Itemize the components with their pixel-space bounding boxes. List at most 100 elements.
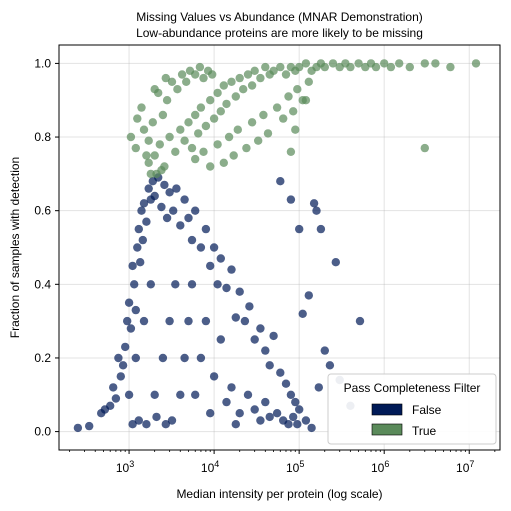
scatter-point-true bbox=[184, 118, 193, 127]
scatter-point-true bbox=[304, 77, 313, 87]
scatter-point-false bbox=[131, 353, 140, 363]
scatter-point-true bbox=[219, 81, 228, 90]
scatter-point-true bbox=[328, 59, 338, 68]
scatter-point-true bbox=[213, 140, 222, 149]
scatter-point-false bbox=[216, 254, 225, 263]
x-tick-label: 103 bbox=[116, 459, 134, 475]
scatter-point-false bbox=[142, 420, 151, 429]
scatter-point-false bbox=[291, 397, 300, 407]
legend-swatch-false bbox=[371, 403, 403, 416]
scatter-point-false bbox=[281, 379, 291, 388]
scatter-point-true bbox=[235, 73, 244, 83]
scatter-point-true bbox=[320, 62, 329, 72]
scatter-point-false bbox=[139, 199, 149, 208]
scatter-point-false bbox=[261, 397, 270, 407]
scatter-point-true bbox=[371, 62, 381, 72]
scatter-point-false bbox=[150, 390, 159, 399]
scatter-point-false bbox=[196, 243, 206, 252]
scatter-point-false bbox=[250, 405, 259, 414]
scatter-point-true bbox=[208, 70, 217, 79]
scatter-point-false bbox=[180, 353, 189, 363]
scatter-point-true bbox=[137, 103, 146, 112]
scatter-point-true bbox=[191, 154, 200, 164]
scatter-point-true bbox=[150, 85, 159, 94]
scatter-point-false bbox=[209, 243, 219, 252]
scatter-point-false bbox=[157, 202, 166, 212]
scatter-point-true bbox=[286, 147, 296, 156]
scatter-point-true bbox=[219, 158, 228, 167]
plot-frame bbox=[58, 44, 501, 451]
scatter-point-true bbox=[206, 162, 215, 171]
y-tick-label: 0.8 bbox=[34, 130, 51, 144]
scatter-point-false bbox=[355, 316, 365, 326]
scatter-point-false bbox=[191, 206, 200, 215]
scatter-point-false bbox=[231, 420, 240, 429]
scatter-point-false bbox=[128, 420, 137, 429]
scatter-point-false bbox=[206, 409, 215, 418]
scatter-point-false bbox=[201, 316, 211, 326]
scatter-point-false bbox=[213, 280, 222, 289]
scatter-point-true bbox=[173, 85, 182, 94]
scatter-point-false bbox=[250, 335, 259, 344]
scatter-point-true bbox=[247, 118, 257, 127]
scatter-point-false bbox=[134, 224, 143, 234]
scatter-point-false bbox=[165, 316, 174, 326]
scatter-point-false bbox=[123, 316, 132, 326]
scatter-point-true bbox=[279, 114, 288, 123]
scatter-point-false bbox=[172, 184, 181, 193]
scatter-point-false bbox=[191, 390, 200, 399]
scatter-point-false bbox=[167, 416, 177, 425]
scatter-point-false bbox=[184, 316, 193, 326]
scatter-point-true bbox=[446, 62, 455, 72]
scatter-point-false bbox=[272, 409, 282, 418]
scatter-point-false bbox=[184, 213, 193, 223]
scatter-point-true bbox=[269, 66, 278, 76]
scatter-point-true bbox=[254, 136, 263, 145]
scatter-point-true bbox=[259, 110, 268, 120]
scatter-point-false bbox=[116, 372, 126, 381]
scatter-point-false bbox=[286, 390, 296, 399]
scatter-point-false bbox=[235, 409, 244, 418]
scatter-point-false bbox=[160, 180, 169, 190]
scatter-point-false bbox=[187, 235, 197, 245]
scatter-point-true bbox=[216, 107, 225, 116]
scatter-point-false bbox=[201, 224, 211, 234]
scatter-point-true bbox=[167, 77, 177, 87]
scatter-points bbox=[73, 59, 481, 433]
scatter-point-false bbox=[85, 421, 94, 431]
scatter-point-false bbox=[304, 291, 313, 300]
scatter-point-true bbox=[227, 77, 236, 87]
scatter-point-true bbox=[256, 73, 265, 83]
scatter-point-false bbox=[316, 224, 326, 234]
y-tick-label: 0.0 bbox=[34, 425, 51, 439]
scatter-point-false bbox=[139, 316, 149, 326]
scatter-point-false bbox=[106, 401, 115, 410]
chart-subtitle: Low-abundance proteins are more likely t… bbox=[136, 26, 423, 40]
legend: Pass Completeness Filter False True bbox=[327, 373, 497, 445]
scatter-point-true bbox=[386, 62, 396, 72]
scatter-point-false bbox=[137, 206, 146, 215]
scatter-point-true bbox=[157, 166, 166, 175]
scatter-point-true bbox=[247, 81, 257, 90]
scatter-point-false bbox=[295, 405, 304, 414]
scatter-point-false bbox=[309, 199, 319, 208]
scatter-point-false bbox=[138, 235, 147, 245]
legend-title: Pass Completeness Filter bbox=[344, 381, 481, 395]
scatter-point-false bbox=[133, 243, 142, 252]
scatter-point-false bbox=[240, 316, 250, 326]
scatter-point-false bbox=[124, 390, 134, 399]
scatter-point-false bbox=[128, 261, 137, 271]
scatter-point-false bbox=[187, 280, 197, 289]
scatter-point-false bbox=[171, 280, 180, 289]
scatter-point-true bbox=[405, 62, 414, 72]
scatter-point-true bbox=[213, 88, 222, 98]
legend-label-false: False bbox=[412, 403, 442, 417]
scatter-point-true bbox=[176, 125, 185, 134]
scatter-point-true bbox=[224, 132, 234, 142]
scatter-point-true bbox=[272, 103, 282, 112]
scatter-point-true bbox=[177, 70, 187, 79]
scatter-point-false bbox=[245, 302, 254, 311]
scatter-point-true bbox=[196, 103, 206, 112]
scatter-point-false bbox=[298, 309, 307, 318]
scatter-point-false bbox=[109, 383, 118, 392]
